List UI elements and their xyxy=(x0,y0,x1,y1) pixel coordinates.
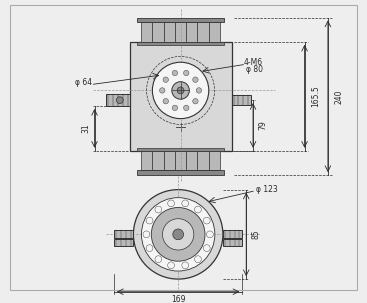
Circle shape xyxy=(172,70,178,76)
Bar xyxy=(186,151,197,170)
Bar xyxy=(197,151,209,170)
Bar xyxy=(137,42,224,45)
Bar xyxy=(152,151,164,170)
Circle shape xyxy=(172,105,178,111)
Circle shape xyxy=(184,105,189,111)
Bar xyxy=(209,22,220,42)
Bar xyxy=(164,151,175,170)
Circle shape xyxy=(207,231,213,238)
Circle shape xyxy=(163,77,168,82)
Circle shape xyxy=(177,87,184,94)
Circle shape xyxy=(160,88,165,93)
Circle shape xyxy=(116,97,123,104)
Text: 31: 31 xyxy=(81,124,90,133)
Bar xyxy=(137,148,224,151)
Circle shape xyxy=(155,256,162,263)
Bar xyxy=(106,94,130,106)
Circle shape xyxy=(195,256,201,263)
Bar xyxy=(175,22,186,42)
Text: 79: 79 xyxy=(258,121,267,130)
Text: φ 123: φ 123 xyxy=(256,185,278,194)
Bar xyxy=(164,22,175,42)
Text: 165.5: 165.5 xyxy=(311,85,320,107)
Circle shape xyxy=(182,200,189,207)
Bar xyxy=(141,151,152,170)
Circle shape xyxy=(193,98,198,104)
Text: 4-M6: 4-M6 xyxy=(243,58,262,67)
Bar xyxy=(152,22,164,42)
Bar xyxy=(114,239,134,246)
Bar xyxy=(175,151,186,170)
Circle shape xyxy=(196,88,201,93)
Text: 85: 85 xyxy=(251,230,261,239)
Bar xyxy=(209,151,220,170)
Text: φ 64: φ 64 xyxy=(75,78,92,87)
Circle shape xyxy=(168,200,174,207)
Bar xyxy=(223,231,242,238)
Bar xyxy=(114,231,134,238)
Circle shape xyxy=(195,206,201,213)
Circle shape xyxy=(134,190,223,279)
Bar xyxy=(197,22,209,42)
Bar xyxy=(137,170,224,175)
Circle shape xyxy=(155,206,162,213)
Circle shape xyxy=(152,62,209,119)
Bar xyxy=(130,42,232,151)
Text: 169: 169 xyxy=(171,295,185,303)
Bar xyxy=(223,239,242,246)
Circle shape xyxy=(173,229,184,240)
Bar xyxy=(141,22,152,42)
Circle shape xyxy=(146,217,153,224)
Text: φ 80: φ 80 xyxy=(246,65,263,74)
Circle shape xyxy=(172,82,189,99)
Circle shape xyxy=(146,245,153,251)
Circle shape xyxy=(141,198,215,271)
Circle shape xyxy=(184,70,189,76)
Bar xyxy=(186,22,197,42)
Circle shape xyxy=(151,208,205,261)
Bar xyxy=(137,18,224,22)
Circle shape xyxy=(193,77,198,82)
Circle shape xyxy=(203,217,210,224)
Text: 240: 240 xyxy=(334,89,343,104)
Bar xyxy=(232,95,251,105)
Circle shape xyxy=(163,219,194,250)
Circle shape xyxy=(203,245,210,251)
Circle shape xyxy=(182,262,189,269)
Circle shape xyxy=(168,262,174,269)
Circle shape xyxy=(163,98,168,104)
Circle shape xyxy=(143,231,150,238)
